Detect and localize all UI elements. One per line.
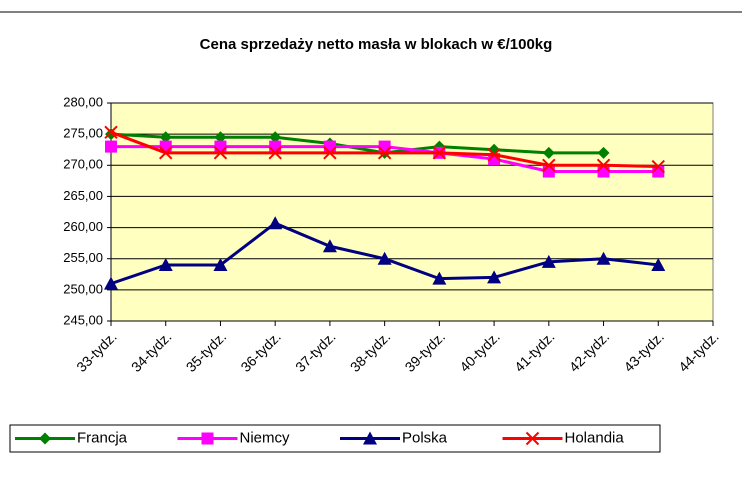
x-tick-label: 37-tydz.	[292, 328, 339, 375]
point	[214, 131, 227, 144]
legend-marker	[39, 432, 51, 445]
point	[651, 159, 665, 174]
legend-marker	[525, 431, 540, 446]
x-tick-label: 36-tydz.	[237, 328, 284, 375]
series-line	[110, 132, 604, 155]
point	[432, 146, 447, 160]
x-tick-label: 33-tydz.	[73, 328, 120, 375]
y-tick-label: 245,00	[63, 312, 103, 327]
y-tick-label: 270,00	[63, 157, 103, 172]
point	[596, 158, 611, 172]
point	[268, 146, 282, 160]
x-tick-label: 40-tydz.	[456, 328, 503, 375]
point	[104, 276, 118, 290]
point	[214, 140, 227, 153]
point	[158, 257, 173, 271]
y-tick-label: 250,00	[63, 281, 103, 296]
legend-marker	[201, 432, 214, 445]
point	[542, 165, 555, 178]
point	[596, 251, 611, 265]
point	[323, 146, 337, 160]
point	[213, 257, 228, 271]
point	[651, 257, 666, 271]
point	[159, 146, 173, 160]
legend-label: Polska	[402, 429, 448, 446]
point	[269, 131, 282, 144]
point	[269, 140, 282, 153]
y-tick-label: 275,00	[63, 126, 103, 141]
point	[597, 146, 610, 159]
point	[105, 140, 117, 153]
x-tick-label: 35-tydz.	[183, 328, 230, 375]
x-tick-label: 41-tydz.	[511, 328, 558, 375]
legend-marker	[363, 431, 377, 445]
point	[104, 125, 118, 139]
point	[432, 271, 447, 285]
point	[268, 216, 283, 230]
point	[323, 140, 336, 153]
point	[487, 147, 501, 162]
y-tick-label: 280,00	[63, 94, 103, 109]
point	[377, 251, 392, 265]
chart-title: Cena sprzedaży netto masła w blokach w €…	[200, 36, 553, 53]
point	[105, 128, 117, 141]
x-tick-label: 44-tydz.	[675, 328, 722, 375]
legend-label: Niemcy	[240, 429, 291, 446]
y-tick-label: 265,00	[63, 188, 103, 203]
y-tick-label: 260,00	[63, 219, 103, 234]
x-tick-label: 43-tydz.	[620, 328, 667, 375]
point	[378, 140, 391, 153]
point	[377, 146, 392, 160]
plot-area	[110, 102, 714, 322]
y-tick-label: 255,00	[63, 250, 103, 265]
point	[322, 239, 337, 253]
point	[542, 158, 556, 172]
x-tick-label: 39-tydz.	[402, 328, 449, 375]
point	[487, 270, 502, 284]
point	[159, 131, 172, 144]
point	[541, 254, 556, 268]
point	[542, 146, 555, 159]
x-tick-label: 34-tydz.	[128, 328, 175, 375]
point	[213, 146, 228, 160]
legend-label: Holandia	[565, 429, 625, 446]
x-tick-label: 38-tydz.	[347, 328, 394, 375]
x-tick-label: 42-tydz.	[566, 328, 613, 375]
legend-label: Francja	[77, 429, 128, 446]
point	[597, 165, 610, 178]
